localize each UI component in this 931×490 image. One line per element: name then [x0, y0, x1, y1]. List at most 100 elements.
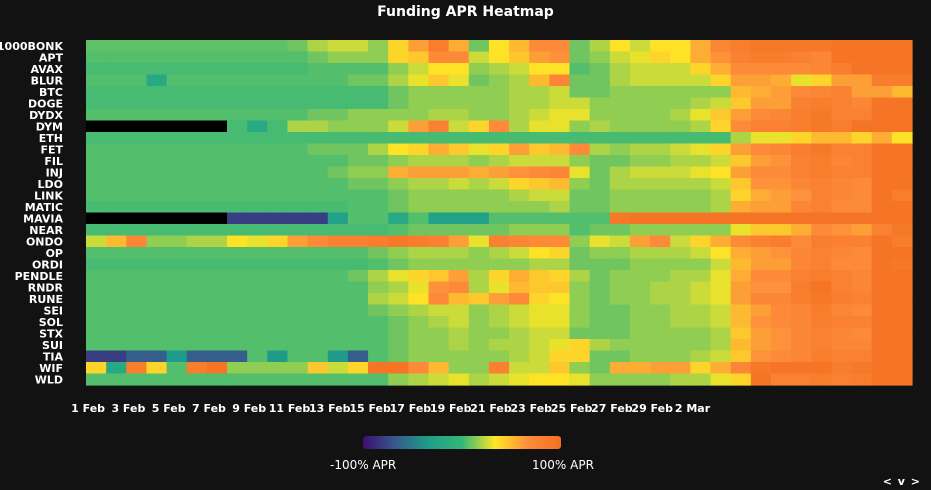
heatmap-cell	[307, 63, 329, 76]
heatmap-cell	[670, 109, 691, 122]
heatmap-cell	[448, 109, 470, 122]
nav-controls[interactable]: < v >	[882, 475, 921, 488]
heatmap-cell	[368, 293, 389, 306]
heatmap-cell	[629, 339, 651, 352]
heatmap-cell	[388, 155, 409, 168]
heatmap-cell	[287, 132, 309, 145]
heatmap-cell	[710, 97, 732, 110]
row-label: STX	[39, 327, 63, 340]
heatmap-cell	[529, 258, 550, 271]
heatmap-cell	[730, 51, 752, 64]
heatmap-cell	[247, 327, 268, 340]
heatmap-cell	[408, 63, 430, 76]
heatmap-cell	[327, 178, 349, 191]
heatmap-cell	[267, 316, 289, 329]
heatmap-cell	[851, 293, 873, 306]
row-label: LINK	[34, 189, 63, 202]
heatmap-cell	[670, 339, 691, 352]
heatmap-cell	[569, 189, 591, 202]
heatmap-cell	[750, 155, 772, 168]
row-label: MATIC	[25, 201, 63, 214]
heatmap-cell	[629, 143, 651, 156]
heatmap-cell	[126, 155, 148, 168]
heatmap-cell	[468, 97, 490, 110]
heatmap-cell	[368, 316, 389, 329]
heatmap-cell	[589, 109, 611, 122]
heatmap-cell	[770, 201, 792, 214]
heatmap-cell	[770, 97, 792, 110]
heatmap-cell	[368, 178, 389, 191]
heatmap-cell	[206, 51, 228, 64]
heatmap-cell	[871, 316, 893, 329]
heatmap-cell	[347, 97, 369, 110]
heatmap-cell	[811, 212, 833, 225]
heatmap-cell	[750, 270, 772, 283]
heatmap-cell	[529, 51, 550, 64]
heatmap-cell	[86, 189, 107, 202]
heatmap-cell	[428, 350, 450, 363]
heatmap-cell	[468, 63, 490, 76]
heatmap-cell	[126, 40, 148, 53]
heatmap-cell	[811, 178, 833, 191]
heatmap-cell	[126, 120, 148, 133]
heatmap-cell	[831, 51, 853, 64]
heatmap-cell	[569, 327, 591, 340]
heatmap-cell	[871, 304, 893, 317]
heatmap-cell	[307, 201, 329, 214]
heatmap-cell	[428, 212, 450, 225]
heatmap-cell	[327, 224, 349, 237]
heatmap-cell	[206, 258, 228, 271]
heatmap-cell	[287, 281, 309, 294]
heatmap-cell	[770, 327, 792, 340]
heatmap-cell	[589, 74, 611, 87]
heatmap-cell	[448, 97, 470, 110]
heatmap-cell	[710, 281, 732, 294]
heatmap-cell	[448, 132, 470, 145]
heatmap-cell	[86, 270, 107, 283]
heatmap-cell	[509, 212, 530, 225]
heatmap-cell	[569, 281, 591, 294]
heatmap-cell	[871, 247, 893, 260]
heatmap-cell	[730, 155, 752, 168]
heatmap-cell	[730, 212, 752, 225]
heatmap-cell	[750, 212, 772, 225]
row-label: DOGE	[28, 97, 63, 110]
heatmap-cell	[730, 201, 752, 214]
heatmap-cell	[347, 132, 369, 145]
heatmap-cell	[670, 40, 691, 53]
heatmap-cell	[811, 304, 833, 317]
heatmap-cell	[791, 166, 812, 179]
heatmap-cell	[569, 350, 591, 363]
heatmap-cell	[468, 247, 490, 260]
heatmap-cell	[730, 224, 752, 237]
heatmap-cell	[186, 247, 208, 260]
heatmap-cell	[690, 304, 712, 317]
heatmap-cell	[750, 281, 772, 294]
heatmap-cell	[206, 212, 228, 225]
heatmap-cell	[750, 258, 772, 271]
heatmap-cell	[368, 86, 389, 99]
heatmap-cell	[529, 304, 550, 317]
heatmap-cell	[86, 143, 107, 156]
heatmap-cell	[730, 373, 752, 386]
heatmap-cell	[186, 339, 208, 352]
heatmap-cell	[267, 40, 289, 53]
heatmap-cell	[287, 120, 309, 133]
heatmap-cell	[811, 143, 833, 156]
heatmap-cell	[710, 109, 732, 122]
heatmap-cell	[891, 270, 913, 283]
heatmap-cell	[186, 155, 208, 168]
heatmap-cell	[106, 120, 127, 133]
heatmap-cell	[791, 362, 812, 375]
heatmap-cell	[629, 258, 651, 271]
heatmap-cell	[690, 109, 712, 122]
x-tick-label: 23 Feb	[511, 402, 553, 415]
heatmap-cell	[368, 109, 389, 122]
heatmap-cell	[347, 304, 369, 317]
heatmap-cell	[327, 189, 349, 202]
heatmap-cell	[227, 109, 248, 122]
heatmap-cell	[206, 270, 228, 283]
heatmap-cell	[690, 316, 712, 329]
heatmap-cell	[468, 201, 490, 214]
heatmap-cell	[408, 132, 430, 145]
